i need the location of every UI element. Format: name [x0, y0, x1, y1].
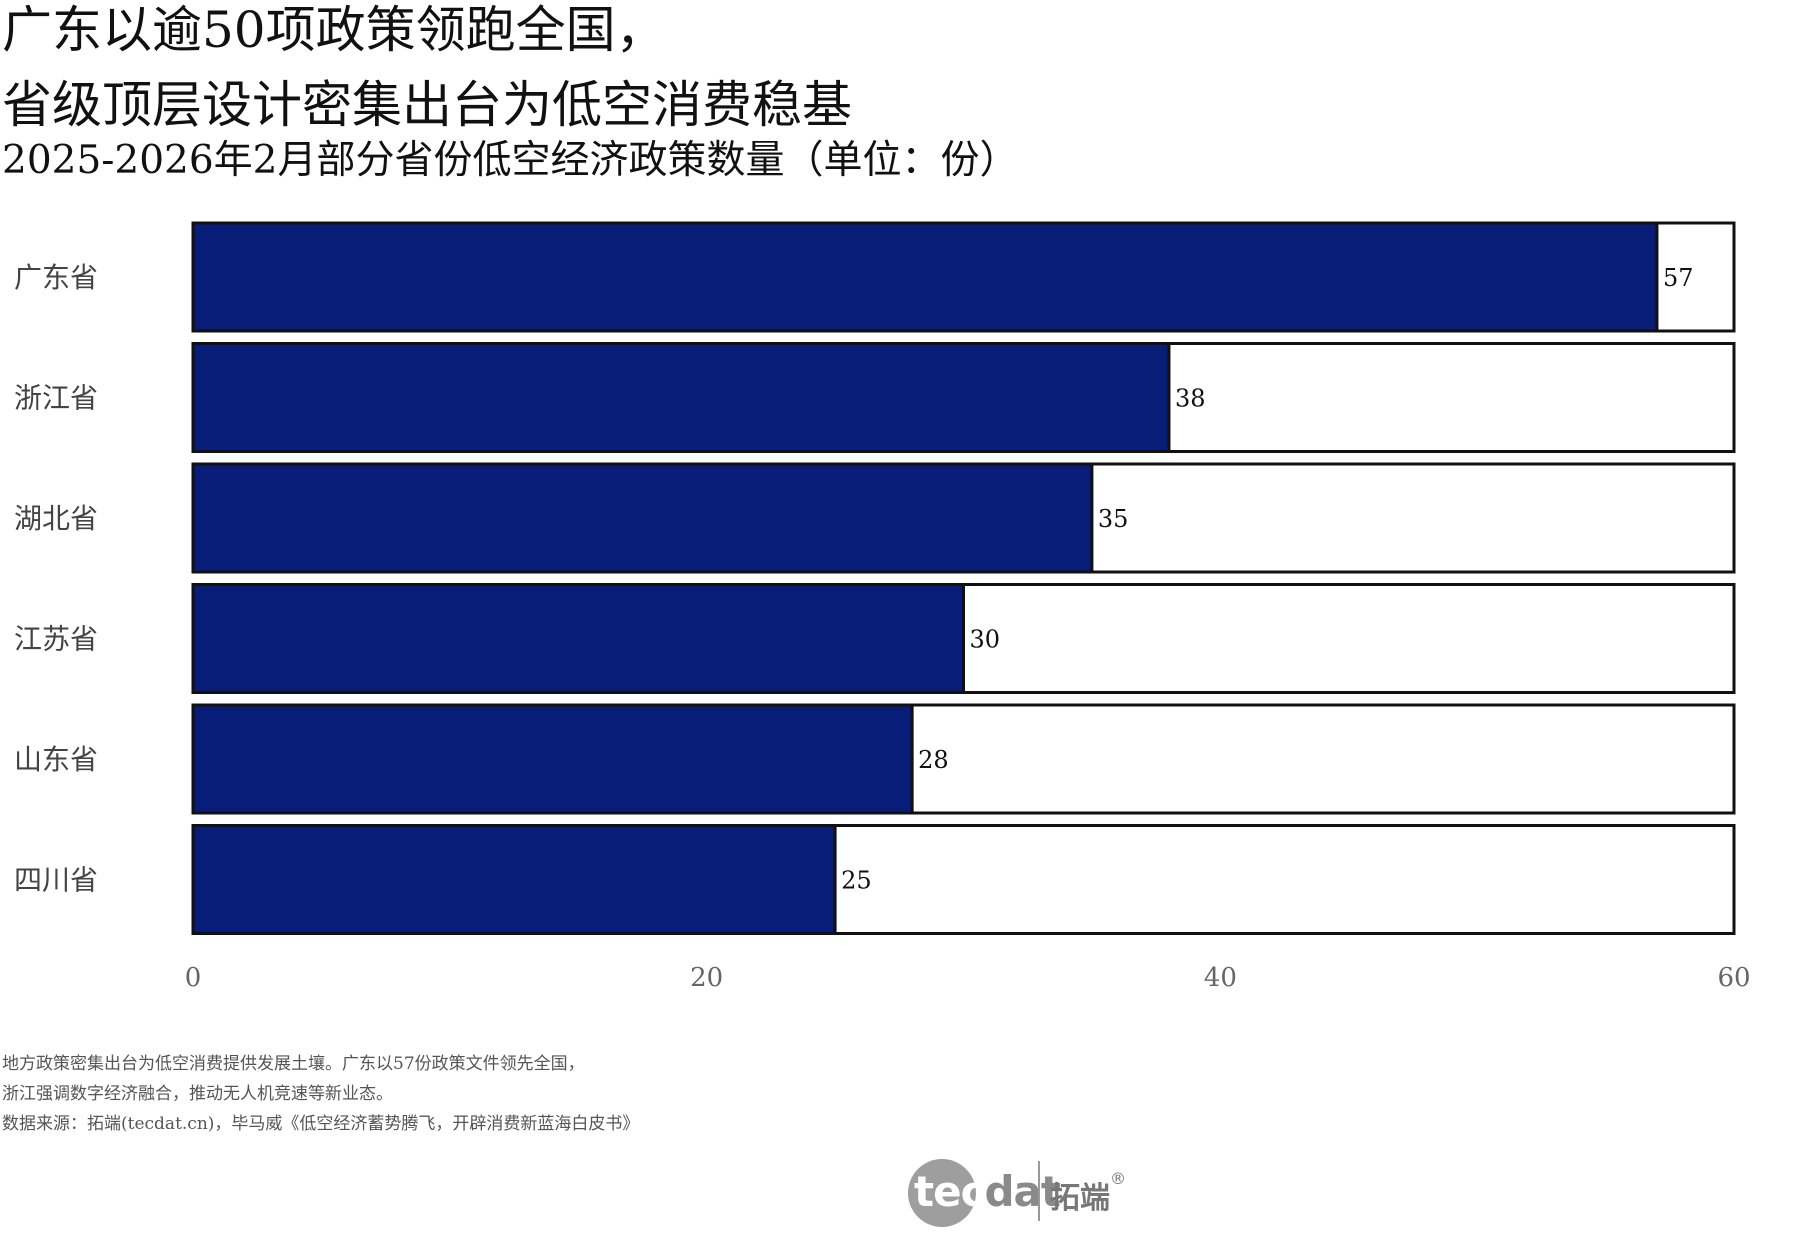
logo-word-dat: dat: [984, 1167, 1060, 1216]
bar: [191, 583, 965, 694]
data-label: 57: [1663, 264, 1694, 292]
bar: [191, 342, 1171, 453]
data-label: 25: [841, 867, 872, 895]
footnote-line-2: 浙江强调数字经济融合，推动无人机竞速等新业态。: [2, 1084, 393, 1104]
bar-chart: 广东省 57 浙江省 38 湖北省 35 江苏省 30 山东省 28 四川省 25 0 20 40 60: [14, 221, 1751, 993]
logo-wordmark: tecdat: [914, 1167, 1061, 1216]
data-label: 38: [1175, 385, 1206, 413]
x-tick-label: 20: [690, 963, 723, 993]
bar: [191, 824, 837, 935]
logo-chinese-name: 拓端: [1050, 1181, 1110, 1216]
chart-subtitle: 2025-2026年2月部分省份低空经济政策数量（单位：份）: [2, 138, 1019, 183]
data-label: 35: [1098, 505, 1129, 533]
category-label: 江苏省: [14, 623, 98, 656]
category-label: 四川省: [14, 864, 98, 897]
data-label: 30: [970, 626, 1001, 654]
logo-registered-mark: ®: [1110, 1169, 1126, 1188]
chart-title-line-2: 省级顶层设计密集出台为低空消费稳基: [2, 76, 852, 134]
tecdat-logo: tecdat 拓端 ®: [908, 1155, 1148, 1227]
category-label: 湖北省: [14, 502, 98, 535]
category-label: 山东省: [14, 743, 98, 776]
data-label: 28: [918, 746, 949, 774]
logo-circle-mark: [908, 1159, 976, 1227]
logo-divider: [1038, 1161, 1040, 1221]
chart-title-line-1: 广东以逾50项政策领跑全国，: [2, 1, 666, 59]
x-tick-label: 40: [1204, 963, 1237, 993]
x-tick-label: 0: [185, 963, 202, 993]
category-label: 广东省: [14, 261, 98, 294]
footnote-line-1: 地方政策密集出台为低空消费提供发展土壤。广东以57份政策文件领先全国，: [2, 1054, 585, 1074]
bar: [191, 221, 1659, 333]
bar: [191, 462, 1094, 574]
x-tick-label: 60: [1717, 963, 1750, 993]
category-label: 浙江省: [14, 382, 98, 415]
source-note: 数据来源：拓端(tecdat.cn)，毕马威《低空经济蓄势腾飞，开辟消费新蓝海白…: [2, 1114, 640, 1134]
logo-word-tec: tec: [914, 1167, 985, 1216]
bar: [191, 703, 914, 815]
